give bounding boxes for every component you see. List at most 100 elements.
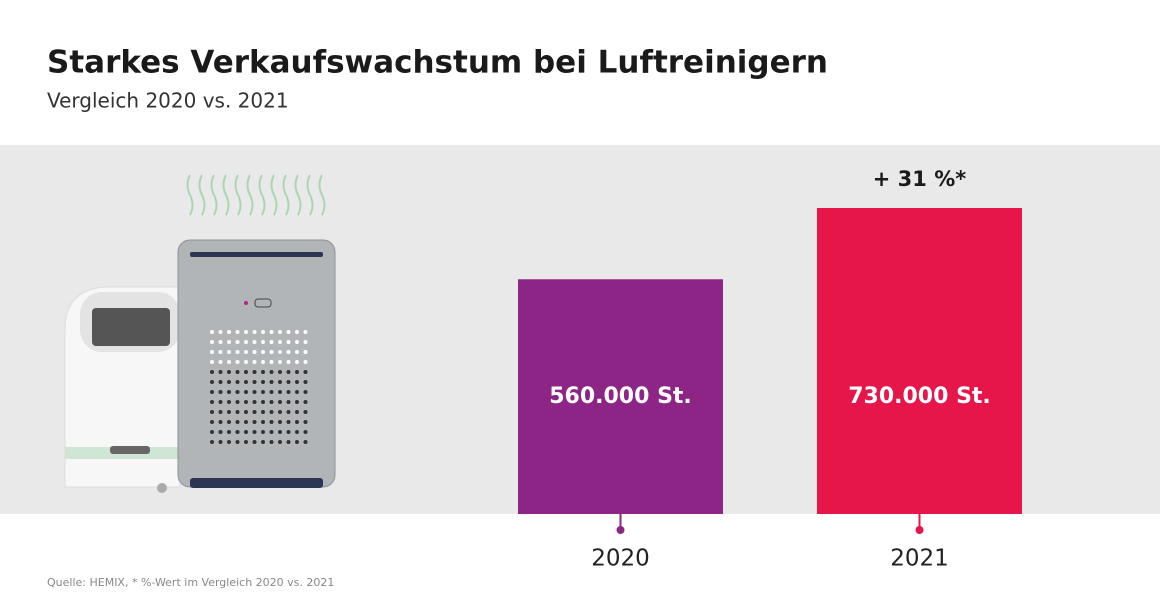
grille-dot	[303, 410, 308, 414]
grille-dot	[278, 440, 282, 444]
grille-dot	[235, 410, 240, 414]
grille-dot	[303, 380, 308, 384]
grille-dot	[244, 340, 248, 344]
grille-dot	[261, 330, 265, 334]
gray-device-button	[254, 298, 272, 308]
source-note: Quelle: HEMIX, * %-Wert im Vergleich 202…	[47, 576, 334, 589]
grille-dot	[252, 330, 257, 334]
grille-dot	[295, 420, 299, 424]
chart-title: Starkes Verkaufswachstum bei Luftreinige…	[47, 45, 828, 81]
grille-dot	[218, 370, 223, 374]
grille-dot	[252, 410, 257, 414]
annotation: + 31 %*	[873, 167, 966, 191]
grille-dot	[261, 340, 265, 344]
grille-dot	[252, 380, 257, 384]
grille-dot	[244, 410, 248, 414]
x-tick-label: 2021	[890, 546, 949, 572]
grille-dot	[210, 380, 214, 384]
wheel	[157, 483, 167, 493]
grille-dot	[244, 420, 248, 424]
air-waves	[186, 174, 326, 216]
grille-dot	[295, 440, 299, 444]
grille-dot	[210, 420, 214, 424]
grille-dot	[295, 350, 299, 354]
grille-dot	[261, 410, 265, 414]
grille-dot	[244, 360, 248, 364]
grille-dot	[227, 380, 231, 384]
grille-dot	[261, 420, 265, 424]
grille-dot	[252, 340, 257, 344]
grille-dot	[210, 430, 214, 434]
x-tick-label: 2020	[591, 546, 650, 572]
grille-dot	[218, 350, 223, 354]
grille-dot	[278, 420, 282, 424]
bar	[518, 279, 723, 514]
grille-dot	[244, 330, 248, 334]
grille-dot	[210, 350, 214, 354]
grille-dot	[244, 350, 248, 354]
bar	[817, 208, 1022, 514]
grille-dot	[227, 330, 231, 334]
grille-dot	[235, 370, 240, 374]
gray-device-top-vent	[190, 252, 323, 257]
grille-dot	[227, 390, 231, 394]
tick-dot	[616, 526, 625, 534]
grille-dot	[252, 370, 257, 374]
grille-dot	[286, 370, 291, 374]
grille-dot	[286, 380, 291, 384]
grille-dot	[210, 440, 214, 444]
grille-dot	[261, 370, 265, 374]
grille-dot	[218, 440, 223, 444]
grille-dot	[295, 410, 299, 414]
grille-dot	[244, 400, 248, 404]
grille-dot	[235, 380, 240, 384]
grille-dot	[218, 400, 223, 404]
grille-dot	[269, 390, 274, 394]
grille-dot	[286, 440, 291, 444]
grille-dot	[210, 390, 214, 394]
grille-dot	[235, 330, 240, 334]
tick-dot	[915, 526, 924, 534]
grille-dot	[286, 340, 291, 344]
grille-dot	[295, 400, 299, 404]
grille-dot	[269, 330, 274, 334]
grille-dot	[261, 440, 265, 444]
grille-dot	[278, 370, 282, 374]
grille-dot	[269, 370, 274, 374]
grille-dot	[278, 380, 282, 384]
grille-dot	[210, 410, 214, 414]
grille-dot	[303, 340, 308, 344]
grille-dot	[295, 340, 299, 344]
grille-dot	[244, 440, 248, 444]
grille-dot	[227, 350, 231, 354]
grille-dot	[218, 340, 223, 344]
grille-dot	[278, 340, 282, 344]
grille-dot	[235, 420, 240, 424]
grille-dot	[227, 370, 231, 374]
grille-dot	[303, 360, 308, 364]
grille-dot	[303, 420, 308, 424]
grille-dot	[303, 370, 308, 374]
grille-dot	[227, 430, 231, 434]
grille-dot	[286, 360, 291, 364]
grille-dot	[218, 410, 223, 414]
grille-dot	[235, 340, 240, 344]
grille-dot	[295, 360, 299, 364]
grille-dot	[278, 430, 282, 434]
grille-dot	[303, 400, 308, 404]
grille-dot	[303, 440, 308, 444]
grille-dot	[269, 440, 274, 444]
grille-dot	[269, 340, 274, 344]
grille-dot	[286, 400, 291, 404]
gray-device-led	[244, 301, 248, 305]
grille-dot	[286, 430, 291, 434]
grille-dot	[210, 330, 214, 334]
grille-dot	[295, 370, 299, 374]
grille-dot	[218, 330, 223, 334]
grille-dot	[235, 430, 240, 434]
grille-dot	[269, 350, 274, 354]
grille-dot	[210, 370, 214, 374]
grille-dot	[244, 390, 248, 394]
grille-dot	[295, 430, 299, 434]
grille-dot	[218, 360, 223, 364]
